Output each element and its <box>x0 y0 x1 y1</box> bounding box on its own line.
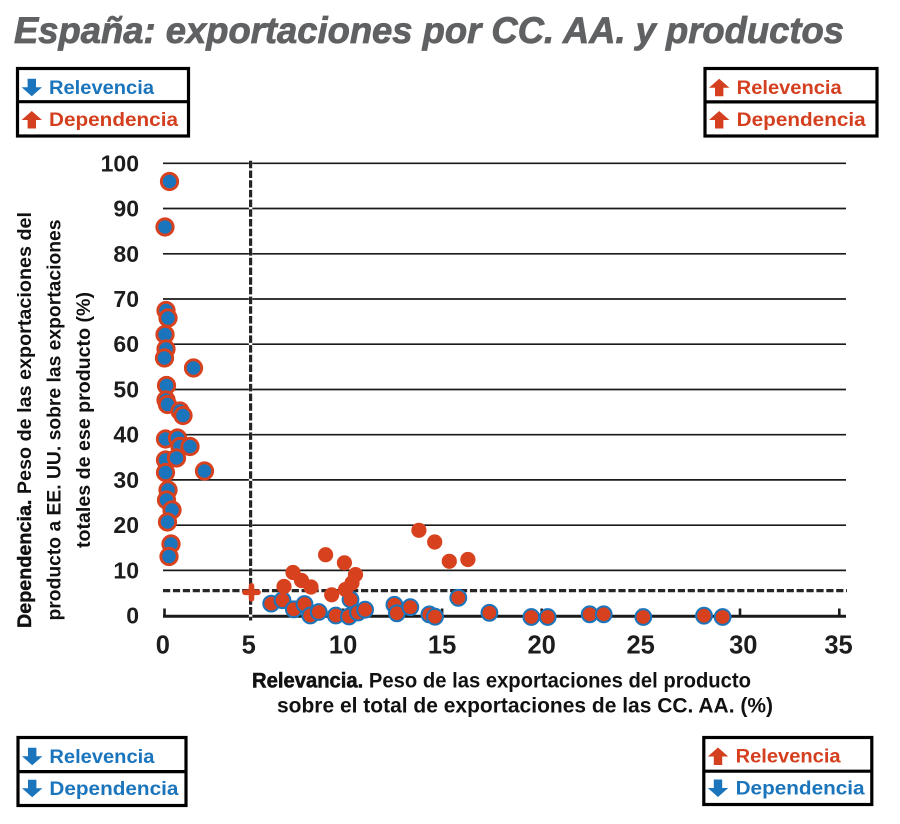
svg-text:80: 80 <box>113 241 139 267</box>
svg-text:sobre el total de exportacione: sobre el total de exportaciones de las C… <box>277 695 773 718</box>
svg-text:0: 0 <box>156 632 170 660</box>
svg-text:Dependencia: Dependencia <box>49 110 178 131</box>
svg-text:Relevencia: Relevencia <box>49 747 154 768</box>
svg-text:Dependencia: Dependencia <box>737 110 866 131</box>
svg-text:20: 20 <box>528 632 556 660</box>
svg-text:Dependencia. Peso de las expor: Dependencia. Peso de las exportaciones d… <box>15 212 36 628</box>
svg-text:5: 5 <box>242 632 256 660</box>
svg-text:España: exportaciones por CC.: España: exportaciones por CC. AA. y prod… <box>14 10 844 51</box>
svg-text:50: 50 <box>113 377 139 403</box>
svg-text:30: 30 <box>113 467 139 493</box>
svg-text:0: 0 <box>126 603 139 629</box>
svg-text:Dependencia: Dependencia <box>736 779 865 800</box>
svg-text:100: 100 <box>101 150 139 176</box>
svg-text:Relevencia: Relevencia <box>49 78 154 99</box>
svg-text:Relevancia. Peso de las export: Relevancia. Peso de las exportaciones de… <box>252 670 751 693</box>
svg-text:10: 10 <box>113 557 139 583</box>
svg-text:Relevencia: Relevencia <box>736 747 841 768</box>
svg-text:60: 60 <box>113 331 139 357</box>
svg-text:producto a EE. UU. sobre las e: producto a EE. UU. sobre las exportacion… <box>44 219 65 620</box>
svg-text:totales de ese producto (%): totales de ese producto (%) <box>74 292 95 548</box>
svg-text:10: 10 <box>329 632 357 660</box>
svg-text:25: 25 <box>627 632 655 660</box>
svg-text:30: 30 <box>729 632 757 660</box>
svg-text:35: 35 <box>824 632 852 660</box>
svg-text:40: 40 <box>113 422 139 448</box>
svg-text:Relevencia: Relevencia <box>737 78 842 99</box>
svg-text:Dependencia: Dependencia <box>49 779 178 800</box>
svg-text:20: 20 <box>113 512 139 538</box>
svg-text:90: 90 <box>113 196 139 222</box>
svg-text:70: 70 <box>113 286 139 312</box>
svg-text:15: 15 <box>428 632 456 660</box>
